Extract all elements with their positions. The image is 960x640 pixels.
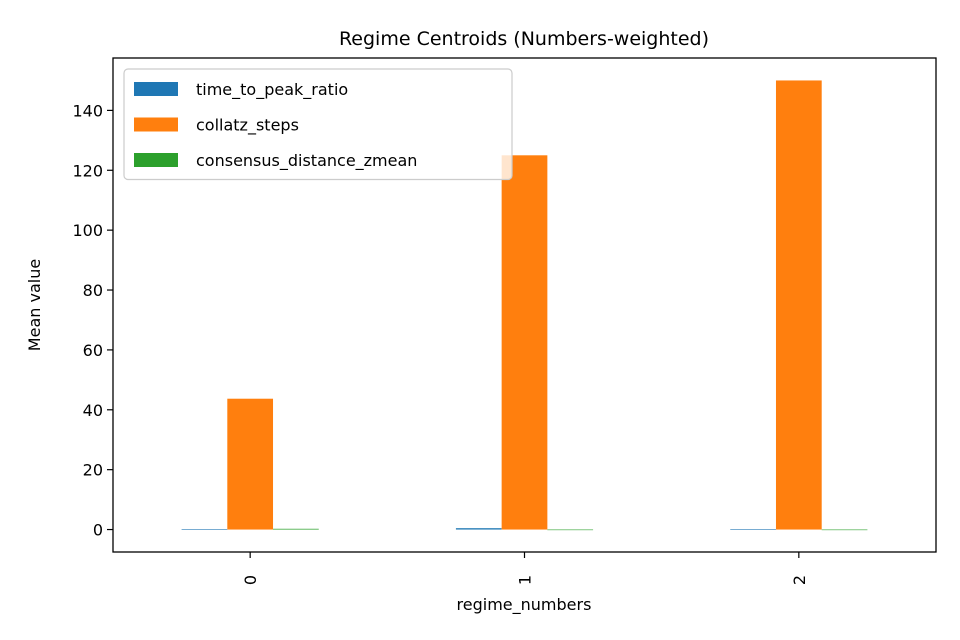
bar — [181, 529, 228, 530]
y-tick-label: 140 — [72, 101, 103, 120]
legend: time_to_peak_ratio collatz_steps consensus… — [123, 68, 513, 181]
y-tick-label: 40 — [83, 401, 103, 420]
y-tick-label: 20 — [83, 461, 103, 480]
y-tick-label: 120 — [72, 161, 103, 180]
x-tick-label: 1 — [516, 575, 535, 585]
y-tick-label: 80 — [83, 281, 103, 300]
chart-title: Regime Centroids (Numbers-weighted) — [339, 28, 709, 50]
y-tick-label: 0 — [93, 521, 103, 540]
x-tick-label: 0 — [241, 575, 260, 585]
bar — [273, 528, 319, 530]
plot-area — [181, 80, 868, 531]
bar — [227, 398, 274, 530]
bar — [821, 529, 868, 531]
legend-swatch — [134, 153, 178, 167]
bar — [775, 80, 822, 530]
legend-label: collatz_steps — [196, 116, 299, 136]
x-tick-label: 2 — [790, 575, 809, 585]
bar — [547, 529, 594, 531]
legend-label: time_to_peak_ratio — [196, 80, 348, 100]
legend-swatch — [134, 82, 178, 96]
y-axis-label: Mean value — [25, 259, 44, 351]
legend-swatch — [134, 117, 178, 132]
legend-box — [123, 68, 513, 181]
y-tick-label: 60 — [83, 341, 103, 360]
bar — [501, 155, 548, 530]
y-tick-label: 100 — [72, 221, 103, 240]
legend-label: consensus_distance_zmean — [196, 151, 417, 171]
bar — [730, 529, 776, 530]
bar — [455, 528, 502, 530]
x-axis-label: regime_numbers — [457, 595, 592, 615]
